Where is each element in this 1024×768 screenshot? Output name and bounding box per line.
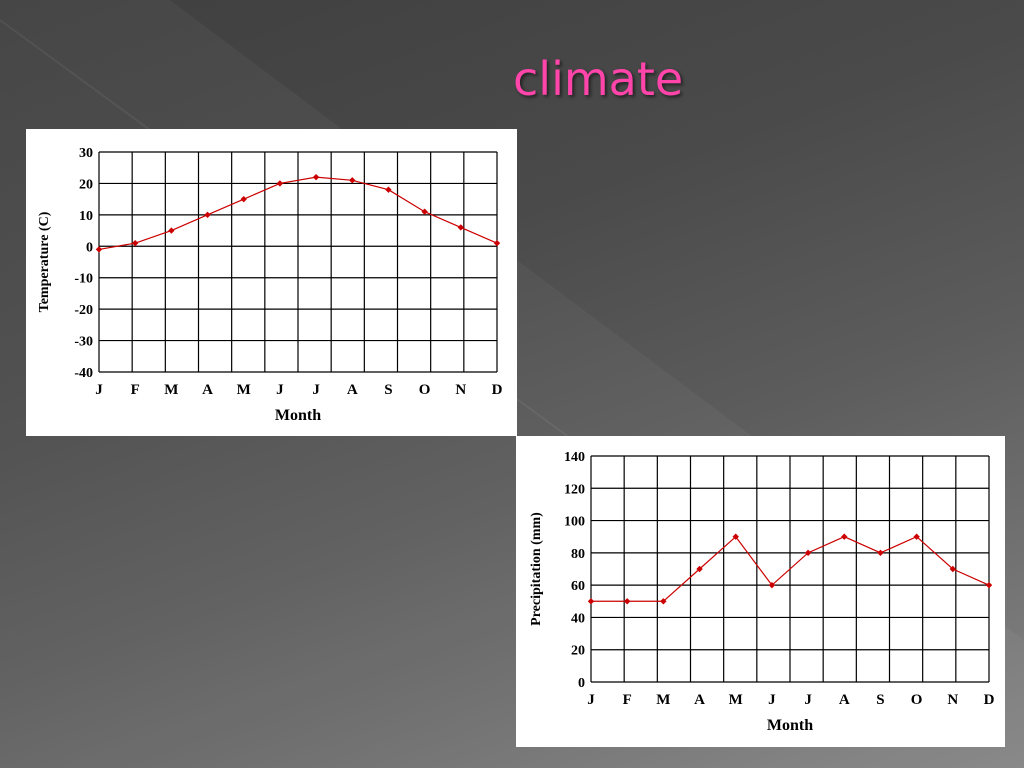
temperature-x-tick-label: A [202, 382, 213, 398]
temperature-data-point [204, 211, 211, 219]
temperature-y-tick-label: -30 [74, 335, 93, 350]
precipitation-data-point [841, 533, 848, 540]
precipitation-y-tick-label: 0 [578, 676, 585, 691]
temperature-x-axis-label: Month [275, 407, 321, 424]
precipitation-series-line [591, 535, 990, 602]
precipitation-x-tick-label: S [876, 692, 884, 708]
precipitation-x-tick-label: M [729, 692, 743, 708]
temperature-x-tick-label: S [384, 382, 392, 398]
precipitation-x-tick-label: A [694, 692, 705, 708]
precipitation-x-tick-label: M [656, 692, 670, 708]
precipitation-x-tick-label: D [984, 692, 995, 708]
temperature-series-line [98, 176, 498, 251]
temperature-x-tick-label: A [347, 382, 358, 398]
temperature-data-point [385, 186, 392, 193]
precipitation-y-tick-label: 20 [571, 644, 585, 659]
temperature-data-point [421, 208, 428, 215]
temperature-x-tick-label: F [131, 382, 140, 398]
precipitation-data-point [949, 565, 957, 573]
temperature-y-axis-label: Temperature (C) [37, 211, 52, 312]
temperature-y-tick-label: 0 [86, 240, 93, 255]
precipitation-x-tick-label: A [839, 692, 850, 708]
temperature-data-point [312, 173, 320, 181]
precipitation-x-tick-label: O [911, 692, 923, 708]
temperature-chart: 30 20 10 0 -10 -20 -30 -40 J F M A M J J A S O N D Month Temp… [26, 129, 517, 436]
temperature-x-tick-label: J [95, 382, 103, 398]
temperature-x-tick-label: M [164, 382, 178, 398]
precipitation-data-point [587, 598, 595, 605]
temperature-data-point [131, 239, 139, 247]
temperature-y-tick-label: -20 [74, 303, 93, 318]
temperature-x-tick-label: D [492, 382, 503, 398]
precipitation-chart: 140 120 100 80 60 40 20 0 J F M A M J J A S O N D Month Preci… [516, 436, 1005, 747]
precipitation-data-point [985, 581, 993, 589]
temperature-data-point [276, 180, 284, 187]
precipitation-x-tick-label: J [768, 692, 776, 708]
temperature-y-tick-label: 10 [79, 209, 93, 224]
temperature-data-point [240, 195, 247, 203]
temperature-x-tick-label: N [455, 382, 466, 398]
temperature-data-point [493, 239, 501, 247]
temperature-x-tick-label: M [237, 382, 251, 398]
precipitation-y-tick-label: 100 [564, 515, 585, 530]
temperature-data-point [349, 177, 356, 184]
precipitation-y-tick-label: 40 [571, 611, 585, 626]
temperature-data-point [457, 224, 465, 231]
precipitation-y-tick-label: 60 [571, 579, 585, 594]
precipitation-x-tick-label: N [947, 692, 958, 708]
temperature-data-point [95, 246, 103, 253]
precipitation-data-point [877, 549, 884, 557]
precipitation-x-tick-label: F [623, 692, 632, 708]
precipitation-data-point [623, 598, 631, 605]
precipitation-x-tick-label: J [587, 692, 595, 708]
slide-title: climate [513, 52, 684, 106]
precipitation-x-tick-label: J [804, 692, 812, 708]
temperature-x-tick-label: O [419, 382, 431, 398]
temperature-data-point [168, 227, 175, 234]
precipitation-y-tick-label: 140 [564, 450, 585, 465]
precipitation-y-tick-label: 80 [571, 547, 585, 562]
temperature-x-tick-label: J [276, 382, 284, 398]
temperature-y-tick-label: 30 [79, 146, 93, 161]
temperature-x-tick-label: J [312, 382, 320, 398]
precipitation-data-point [696, 565, 703, 573]
precipitation-y-tick-label: 120 [564, 482, 585, 497]
precipitation-x-axis-label: Month [767, 717, 813, 734]
precipitation-y-axis-label: Precipitation (mm) [529, 512, 544, 626]
temperature-y-tick-label: -40 [74, 366, 93, 381]
temperature-y-tick-label: -10 [74, 272, 93, 287]
temperature-y-tick-label: 20 [79, 177, 93, 192]
